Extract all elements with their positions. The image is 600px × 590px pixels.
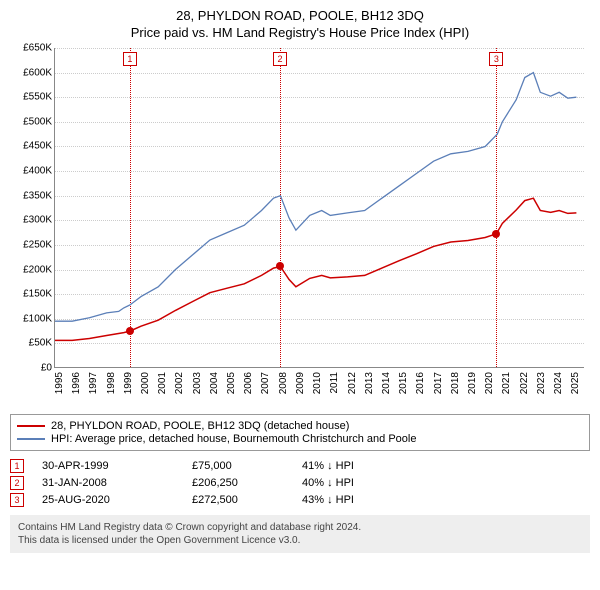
x-tick-label: 1995 [54, 372, 65, 394]
x-tick-label: 2002 [174, 372, 185, 394]
subtitle: Price paid vs. HM Land Registry's House … [10, 25, 590, 40]
x-tick-label: 2000 [140, 372, 151, 394]
x-tick-label: 2009 [295, 372, 306, 394]
x-tick-label: 2020 [484, 372, 495, 394]
series-property [55, 198, 576, 340]
x-tick-label: 2007 [260, 372, 271, 394]
y-tick-label: £300K [23, 215, 52, 226]
x-tick-label: 2012 [347, 372, 358, 394]
x-tick-label: 2017 [433, 372, 444, 394]
x-tick-label: 2015 [398, 372, 409, 394]
y-tick-label: £150K [23, 289, 52, 300]
x-tick-label: 2005 [226, 372, 237, 394]
sale-row-marker: 3 [10, 493, 24, 507]
legend-item: HPI: Average price, detached house, Bour… [17, 433, 583, 445]
legend-swatch [17, 438, 45, 440]
x-tick-label: 2022 [519, 372, 530, 394]
y-tick-label: £500K [23, 116, 52, 127]
y-tick-label: £0 [41, 363, 52, 374]
x-tick-label: 1999 [123, 372, 134, 394]
y-tick-label: £650K [23, 43, 52, 54]
x-tick-label: 2011 [329, 372, 340, 394]
x-tick-label: 2025 [570, 372, 581, 394]
x-tick-label: 2013 [364, 372, 375, 394]
sale-row: 1 30-APR-1999£75,00041% ↓ HPI [10, 459, 590, 473]
y-tick-label: £100K [23, 313, 52, 324]
sale-dot-1 [126, 327, 134, 335]
x-tick-label: 2021 [501, 372, 512, 394]
sale-date: 30-APR-1999 [42, 460, 192, 472]
x-tick-label: 2019 [467, 372, 478, 394]
sale-price: £75,000 [192, 460, 302, 472]
x-tick-label: 2016 [415, 372, 426, 394]
x-tick-label: 2010 [312, 372, 323, 394]
legend-label: 28, PHYLDON ROAD, POOLE, BH12 3DQ (detac… [51, 420, 349, 432]
x-tick-label: 2024 [553, 372, 564, 394]
sale-pct: 41% ↓ HPI [302, 460, 422, 472]
sale-pct: 43% ↓ HPI [302, 494, 422, 506]
legend-label: HPI: Average price, detached house, Bour… [51, 433, 416, 445]
sale-price: £272,500 [192, 494, 302, 506]
y-tick-label: £600K [23, 67, 52, 78]
x-tick-label: 1997 [88, 372, 99, 394]
x-tick-label: 2018 [450, 372, 461, 394]
line-svg [55, 48, 585, 368]
y-tick-label: £350K [23, 190, 52, 201]
series-hpi [55, 73, 576, 322]
sale-pct: 40% ↓ HPI [302, 477, 422, 489]
footer-attribution: Contains HM Land Registry data © Crown c… [10, 515, 590, 553]
plot-area: 123 [54, 48, 584, 368]
sales-table: 1 30-APR-1999£75,00041% ↓ HPI 2 31-JAN-2008… [10, 459, 590, 507]
sale-row: 2 31-JAN-2008£206,25040% ↓ HPI [10, 476, 590, 490]
footer-line1: Contains HM Land Registry data © Crown c… [18, 521, 582, 534]
legend-item: 28, PHYLDON ROAD, POOLE, BH12 3DQ (detac… [17, 420, 583, 432]
y-tick-label: £450K [23, 141, 52, 152]
x-tick-label: 2003 [192, 372, 203, 394]
sale-row-marker: 2 [10, 476, 24, 490]
chart-container: 28, PHYLDON ROAD, POOLE, BH12 3DQ Price … [0, 0, 600, 561]
y-tick-label: £50K [29, 338, 52, 349]
legend-swatch [17, 425, 45, 427]
y-tick-label: £250K [23, 239, 52, 250]
title-block: 28, PHYLDON ROAD, POOLE, BH12 3DQ Price … [10, 8, 590, 40]
y-axis: £0£50K£100K£150K£200K£250K£300K£350K£400… [10, 48, 54, 368]
sale-date: 31-JAN-2008 [42, 477, 192, 489]
y-tick-label: £550K [23, 92, 52, 103]
legend: 28, PHYLDON ROAD, POOLE, BH12 3DQ (detac… [10, 414, 590, 451]
footer-line2: This data is licensed under the Open Gov… [18, 534, 582, 547]
sale-dot-3 [492, 230, 500, 238]
x-tick-label: 2008 [278, 372, 289, 394]
x-axis: 1995 1996 1997 1998 1999 2000 2001 2002 2003 2004… [54, 368, 584, 408]
chart-area: £0 £50K £100K £150K £200K £250K £300K £350K £400… [10, 48, 590, 408]
sale-row: 3 25-AUG-2020£272,50043% ↓ HPI [10, 493, 590, 507]
x-tick-label: 2006 [243, 372, 254, 394]
x-tick-label: 1998 [106, 372, 117, 394]
sale-price: £206,250 [192, 477, 302, 489]
x-tick-label: 1996 [71, 372, 82, 394]
address-title: 28, PHYLDON ROAD, POOLE, BH12 3DQ [10, 8, 590, 23]
x-tick-label: 2023 [536, 372, 547, 394]
x-tick-label: 2014 [381, 372, 392, 394]
y-tick-label: £200K [23, 264, 52, 275]
x-tick-label: 2001 [157, 372, 168, 394]
sale-row-marker: 1 [10, 459, 24, 473]
y-tick-label: £400K [23, 166, 52, 177]
sale-date: 25-AUG-2020 [42, 494, 192, 506]
sale-dot-2 [276, 262, 284, 270]
x-tick-label: 2004 [209, 372, 220, 394]
